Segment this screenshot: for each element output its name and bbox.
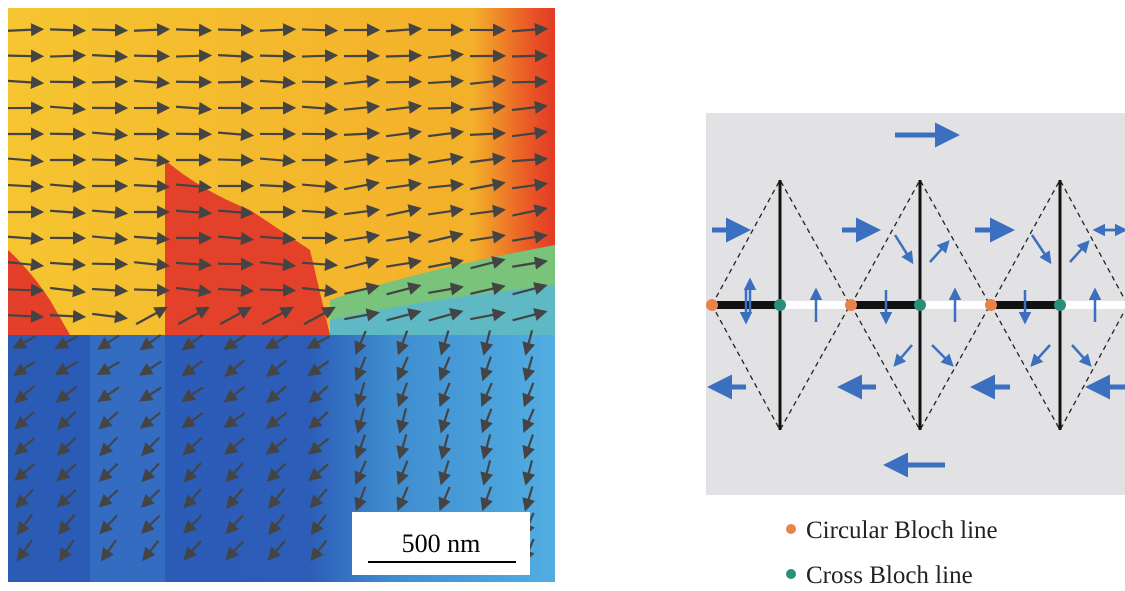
arrow — [386, 82, 420, 83]
arrow — [218, 159, 252, 160]
arrow — [92, 82, 126, 83]
arrow — [8, 56, 42, 57]
arrow — [302, 29, 336, 30]
arrow — [50, 29, 84, 30]
arrow — [176, 55, 210, 56]
arrow — [8, 289, 42, 290]
legend: Circular Bloch line Cross Bloch line — [786, 517, 998, 589]
scale-bar-label: 500 nm — [402, 529, 481, 558]
arrow — [92, 30, 126, 31]
figure: 500 nm — [0, 0, 1125, 591]
arrow — [92, 264, 126, 265]
arrow — [134, 29, 168, 30]
arrow — [218, 29, 252, 30]
legend-marker — [786, 524, 796, 534]
arrow — [134, 56, 168, 57]
arrow — [386, 55, 420, 56]
arrow — [512, 82, 546, 83]
arrow — [428, 107, 462, 108]
arrow — [302, 55, 336, 56]
arrow — [50, 55, 84, 56]
arrow — [92, 159, 126, 160]
arrow — [302, 82, 336, 83]
diagram — [706, 113, 1125, 495]
arrow — [218, 82, 252, 83]
arrow — [260, 289, 294, 290]
arrow — [260, 56, 294, 57]
arrow — [8, 29, 42, 30]
arrow — [260, 29, 294, 30]
arrow — [218, 264, 252, 265]
legend-marker — [786, 569, 796, 579]
arrow — [176, 82, 210, 83]
arrow — [176, 29, 210, 30]
micrograph: 500 nm — [8, 8, 555, 582]
legend-label: Circular Bloch line — [806, 517, 998, 544]
arrow — [134, 289, 168, 290]
legend-label: Cross Bloch line — [806, 562, 973, 589]
arrow — [512, 56, 546, 57]
